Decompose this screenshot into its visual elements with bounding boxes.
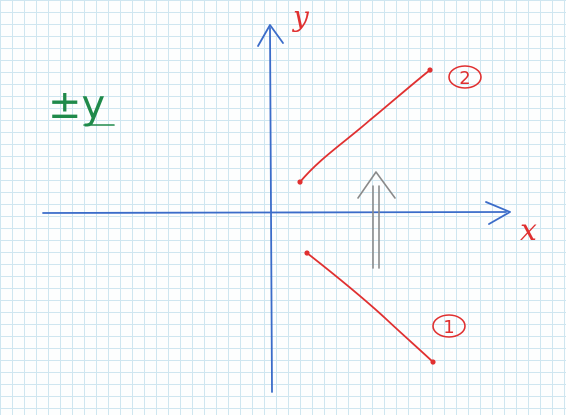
segment-1-start-dot [304, 250, 310, 256]
segment-2-marker: 2 [448, 65, 482, 89]
segment-1-label: 1 [443, 317, 454, 338]
x-axis-label: x [520, 213, 537, 248]
segment-2-start-dot [297, 179, 303, 185]
y-axis-label: y [291, 0, 310, 33]
segment-1-end-dot [430, 359, 436, 365]
x-axis [42, 201, 511, 225]
segment-2 [297, 67, 433, 185]
segment-2-circle [448, 65, 482, 89]
segment-1 [304, 250, 436, 365]
segment-1-circle [432, 314, 466, 338]
segment-1-marker: 1 [432, 314, 466, 338]
up-arrow-icon [357, 171, 396, 269]
plus-minus-y-note: ±y [48, 82, 105, 128]
segment-2-end-dot [427, 67, 433, 73]
y-axis [257, 24, 284, 393]
segment-2-label: 2 [459, 68, 470, 89]
